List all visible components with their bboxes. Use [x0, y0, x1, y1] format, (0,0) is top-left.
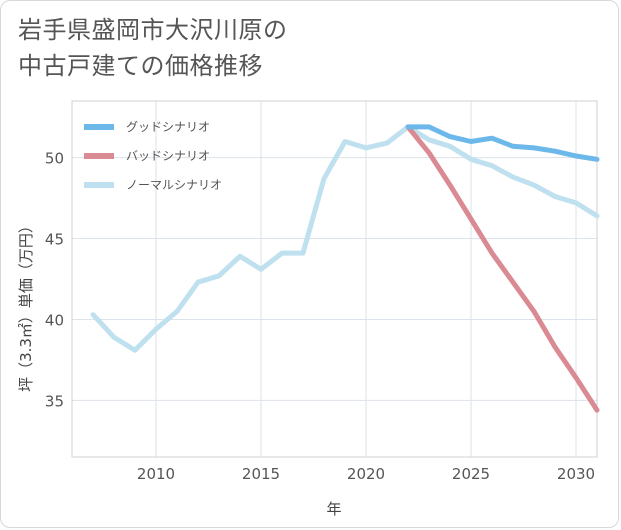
x-tick-label: 2025: [452, 465, 490, 483]
x-axis-label: 年: [326, 500, 341, 518]
y-axis-label: 坪（3.3㎡）単価（万円）: [17, 218, 35, 392]
series-line-2: [405, 124, 600, 413]
title-line-1: 岩手県盛岡市大沢川原の: [18, 16, 288, 44]
x-tick-label: 2030: [557, 465, 595, 483]
x-tick-label: 2015: [242, 465, 280, 483]
chart-title: 岩手県盛岡市大沢川原の 中古戸建ての価格推移: [18, 12, 288, 84]
legend-label-1: グッドシナリオ: [126, 120, 210, 134]
y-tick-label: 45: [45, 231, 64, 249]
y-tick-labels: 35 40 45 50: [45, 150, 64, 411]
series-line-3: [90, 124, 600, 353]
x-tick-labels: 2010 2015 2020 2025 2030: [137, 465, 595, 483]
legend-label-3: ノーマルシナリオ: [126, 178, 222, 192]
y-tick-label: 50: [45, 150, 64, 168]
series-lines: [90, 124, 600, 413]
y-tick-label: 40: [45, 311, 64, 329]
title-line-2: 中古戸建ての価格推移: [18, 52, 263, 80]
x-tick-label: 2010: [137, 465, 175, 483]
plot-area-border: [71, 100, 598, 458]
x-tick-label: 2020: [347, 465, 385, 483]
legend-label-2: バッドシナリオ: [126, 149, 210, 163]
y-tick-label: 35: [45, 392, 64, 410]
series-line-1: [405, 124, 600, 162]
